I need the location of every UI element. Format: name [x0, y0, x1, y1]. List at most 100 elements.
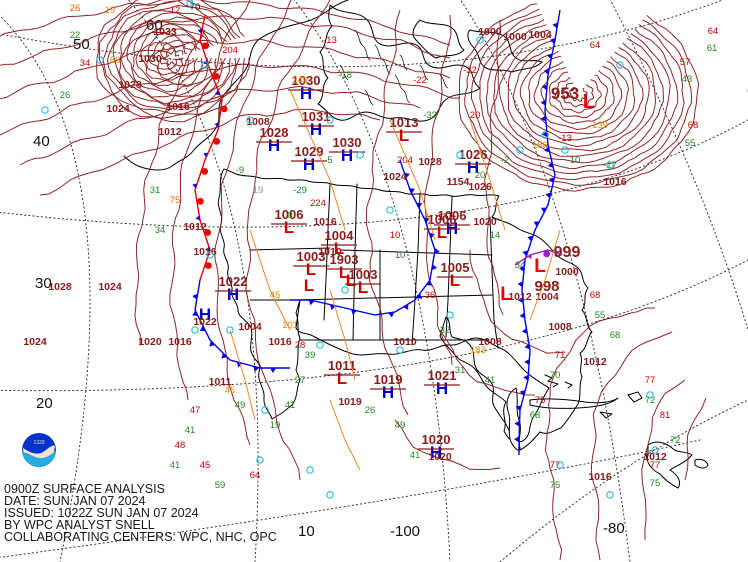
svg-text:72: 72 [645, 395, 656, 406]
svg-text:72: 72 [670, 435, 681, 446]
svg-text:1028: 1028 [48, 281, 72, 293]
svg-text:12: 12 [170, 5, 181, 16]
svg-text:10: 10 [390, 230, 401, 241]
svg-text:5: 5 [327, 155, 332, 166]
svg-text:26: 26 [60, 90, 71, 101]
svg-text:1004: 1004 [325, 228, 355, 243]
svg-text:75: 75 [535, 395, 546, 406]
svg-text:249: 249 [292, 75, 308, 86]
svg-text:1026: 1026 [468, 181, 492, 193]
svg-text:1019: 1019 [374, 372, 403, 387]
svg-text:41: 41 [185, 425, 196, 436]
svg-text:-2: -2 [501, 155, 509, 166]
svg-text:20: 20 [36, 395, 53, 412]
svg-text:41: 41 [170, 460, 181, 471]
svg-text:1019: 1019 [338, 396, 362, 408]
svg-text:224: 224 [310, 198, 326, 209]
svg-text:36: 36 [425, 290, 436, 301]
svg-text:1028: 1028 [418, 156, 442, 168]
svg-text:1016: 1016 [603, 176, 627, 188]
svg-text:204: 204 [397, 155, 413, 166]
svg-text:19: 19 [105, 5, 116, 16]
svg-text:1020: 1020 [473, 216, 497, 228]
svg-text:186: 186 [532, 140, 548, 151]
svg-text:L: L [534, 256, 546, 277]
svg-text:1000: 1000 [503, 31, 527, 43]
svg-text:139: 139 [592, 120, 608, 131]
svg-text:41: 41 [410, 450, 421, 461]
svg-text:0: 0 [287, 210, 292, 221]
svg-text:-29: -29 [293, 185, 307, 196]
svg-text:1008: 1008 [548, 321, 572, 333]
svg-text:14: 14 [490, 230, 501, 241]
svg-text:19: 19 [270, 420, 281, 431]
svg-text:34: 34 [80, 58, 91, 69]
svg-text:1012: 1012 [508, 291, 532, 303]
svg-text:-80: -80 [603, 520, 625, 537]
svg-text:31: 31 [150, 185, 161, 196]
svg-text:10: 10 [298, 523, 315, 540]
svg-text:26: 26 [365, 405, 376, 416]
svg-text:10: 10 [570, 155, 581, 166]
svg-text:68: 68 [530, 410, 541, 421]
svg-text:-22: -22 [413, 75, 427, 86]
svg-text:55: 55 [595, 310, 606, 321]
svg-text:-33: -33 [423, 110, 437, 121]
svg-text:1000: 1000 [555, 266, 579, 278]
svg-text:1024: 1024 [23, 336, 47, 348]
svg-text:1033: 1033 [153, 26, 177, 38]
svg-text:31: 31 [455, 365, 466, 376]
svg-text:64: 64 [250, 470, 261, 481]
svg-text:20: 20 [470, 110, 481, 121]
svg-text:47: 47 [190, 405, 201, 416]
svg-text:1010: 1010 [393, 336, 417, 348]
svg-text:-18: -18 [338, 70, 352, 81]
svg-text:28: 28 [295, 340, 306, 351]
svg-text:49: 49 [395, 420, 406, 431]
svg-text:1021: 1021 [428, 368, 457, 383]
svg-text:75: 75 [170, 195, 181, 206]
svg-text:68: 68 [688, 120, 699, 131]
svg-text:45: 45 [200, 460, 211, 471]
svg-text:64: 64 [708, 26, 719, 37]
svg-text:-13: -13 [558, 133, 572, 144]
svg-text:75: 75 [650, 478, 661, 489]
svg-text:41: 41 [285, 400, 296, 411]
svg-text:43: 43 [682, 74, 693, 85]
svg-text:26: 26 [70, 3, 81, 14]
svg-text:1028: 1028 [118, 79, 142, 91]
svg-text:1005: 1005 [441, 260, 470, 275]
svg-text:61: 61 [707, 43, 718, 54]
svg-text:59: 59 [215, 480, 226, 491]
svg-text:1024: 1024 [98, 281, 122, 293]
svg-text:1008: 1008 [478, 336, 502, 348]
svg-text:1012: 1012 [183, 221, 207, 233]
svg-text:-13: -13 [323, 35, 337, 46]
svg-text:57: 57 [680, 57, 691, 68]
svg-text:1333: 1333 [33, 440, 44, 446]
svg-text:19: 19 [253, 185, 264, 196]
svg-text:1030: 1030 [333, 135, 362, 150]
svg-text:1013: 1013 [390, 115, 419, 130]
svg-text:1020: 1020 [138, 336, 162, 348]
svg-text:-9: -9 [236, 165, 244, 176]
svg-text:1031: 1031 [302, 109, 331, 124]
svg-text:1016: 1016 [166, 101, 190, 113]
svg-text:1020: 1020 [428, 451, 452, 463]
svg-text:34: 34 [515, 260, 526, 271]
svg-text:1011: 1011 [209, 376, 232, 388]
svg-text:75: 75 [550, 480, 561, 491]
svg-text:1024: 1024 [106, 103, 130, 115]
svg-text:1000: 1000 [478, 26, 502, 38]
svg-text:1003: 1003 [349, 267, 378, 282]
svg-text:10: 10 [395, 250, 406, 261]
svg-text:1004: 1004 [238, 321, 262, 333]
svg-text:999: 999 [554, 244, 581, 261]
svg-text:1016: 1016 [313, 216, 337, 228]
svg-text:77: 77 [645, 375, 656, 386]
svg-text:48: 48 [175, 440, 186, 451]
svg-text:1030: 1030 [138, 53, 162, 65]
svg-text:68: 68 [610, 330, 621, 341]
svg-text:204: 204 [222, 45, 238, 56]
svg-text:1012: 1012 [583, 356, 607, 368]
